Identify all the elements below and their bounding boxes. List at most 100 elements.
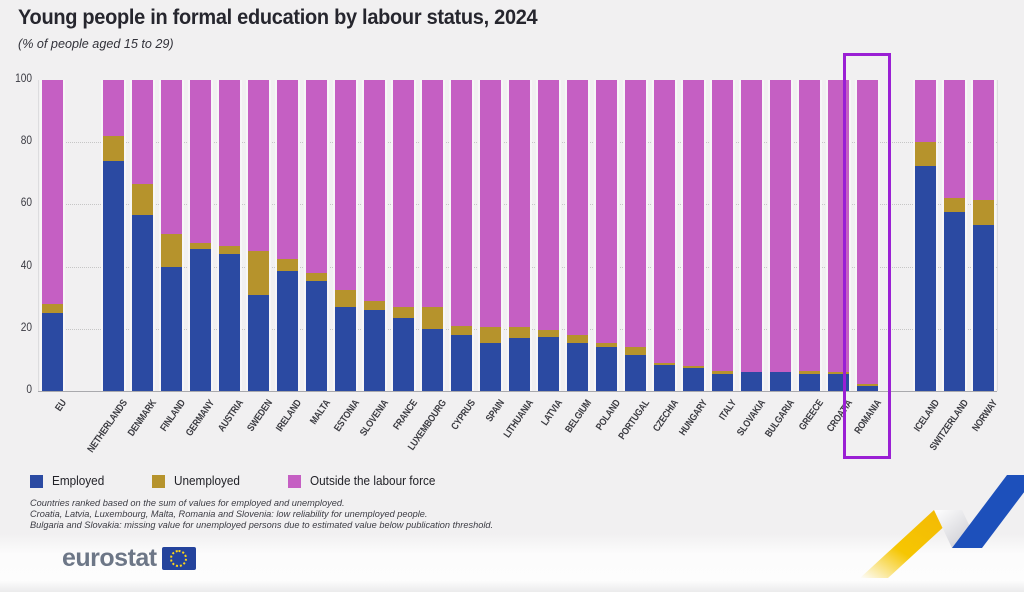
segment-unemployed: [480, 327, 501, 343]
segment-unemployed: [393, 307, 414, 318]
segment-outside: [770, 80, 791, 373]
bar-slovenia: [364, 80, 385, 391]
romania-highlight-box: [843, 53, 891, 459]
segment-outside: [741, 80, 762, 373]
bar-hungary: [683, 80, 704, 391]
segment-unemployed: [625, 347, 646, 356]
y-tick-20: 20: [20, 321, 32, 334]
segment-outside: [712, 80, 733, 371]
bar-france: [393, 80, 414, 391]
segment-employed: [42, 313, 63, 391]
segment-unemployed: [799, 371, 820, 374]
segment-employed: [393, 317, 414, 391]
segment-outside: [219, 80, 240, 247]
segment-unemployed: [538, 330, 559, 337]
bar-malta: [306, 80, 327, 391]
segment-outside: [161, 80, 182, 234]
segment-unemployed: [422, 307, 443, 329]
segment-outside: [364, 80, 385, 301]
segment-unemployed: [335, 289, 356, 308]
y-tick-40: 40: [20, 259, 32, 272]
segment-outside: [248, 80, 269, 252]
plot-right-border: [997, 80, 998, 391]
page-title: Young people in formal education by labo…: [18, 6, 538, 29]
segment-employed: [219, 254, 240, 391]
segment-unemployed: [306, 272, 327, 281]
bar-estonia: [335, 80, 356, 391]
segment-employed: [712, 373, 733, 391]
swoosh-graphic: [860, 475, 1024, 578]
bar-norway: [973, 80, 994, 391]
segment-unemployed: [248, 251, 269, 295]
bar-czechia: [654, 80, 675, 391]
segment-outside: [654, 80, 675, 363]
y-axis-line: [38, 80, 39, 391]
segment-employed: [770, 372, 791, 391]
eurostat-wordmark: eurostat: [62, 544, 157, 572]
legend-swatch-2: [287, 474, 301, 488]
y-tick-60: 60: [20, 197, 32, 210]
bar-finland: [161, 80, 182, 391]
segment-outside: [306, 80, 327, 273]
y-tick-0: 0: [26, 384, 32, 396]
bar-latvia: [538, 80, 559, 391]
segment-unemployed: [219, 246, 240, 255]
segment-employed: [335, 307, 356, 391]
segment-outside: [857, 80, 878, 384]
segment-employed: [480, 342, 501, 391]
segment-employed: [654, 364, 675, 391]
segment-employed: [915, 165, 936, 391]
segment-unemployed: [944, 198, 965, 213]
segment-unemployed: [190, 243, 211, 250]
segment-outside: [567, 80, 588, 336]
segment-outside: [915, 80, 936, 143]
segment-employed: [277, 271, 298, 391]
segment-employed: [103, 160, 124, 391]
segment-outside: [596, 80, 617, 343]
footnote-2: Croatia, Latvia, Luxembourg, Malta, Roma…: [30, 509, 428, 520]
segment-employed: [799, 373, 820, 391]
segment-unemployed: [654, 362, 675, 365]
segment-unemployed: [132, 184, 153, 216]
segment-employed: [364, 310, 385, 391]
segment-employed: [190, 249, 211, 391]
segment-outside: [42, 80, 63, 304]
segment-outside: [509, 80, 530, 328]
bar-denmark: [132, 80, 153, 391]
x-label-eu: EU: [52, 398, 69, 414]
legend-label-1: Unemployed: [173, 474, 240, 488]
segment-outside: [103, 80, 124, 136]
bar-germany: [190, 80, 211, 391]
segment-unemployed: [364, 300, 385, 311]
segment-outside: [625, 80, 646, 348]
bar-ireland: [277, 80, 298, 391]
page-subtitle: (% of people aged 15 to 29): [18, 36, 174, 51]
segment-employed: [683, 367, 704, 391]
segment-employed: [306, 280, 327, 391]
legend-item-employed: Employed: [30, 474, 108, 488]
swoosh-blue-stroke: [952, 475, 1024, 548]
bar-greece: [799, 80, 820, 391]
bar-lithuania: [509, 80, 530, 391]
segment-unemployed: [973, 199, 994, 225]
segment-outside: [799, 80, 820, 372]
segment-employed: [567, 342, 588, 391]
segment-employed: [596, 347, 617, 391]
segment-unemployed: [567, 335, 588, 343]
segment-outside: [451, 80, 472, 326]
footnote-1: Countries ranked based on the sum of val…: [30, 498, 345, 509]
bar-slovakia: [741, 80, 762, 391]
legend-swatch-0: [30, 474, 43, 488]
footnotes: Countries ranked based on the sum of val…: [30, 498, 507, 531]
segment-employed: [422, 328, 443, 391]
x-axis-line: [38, 391, 997, 392]
segment-employed: [973, 224, 994, 391]
segment-outside: [335, 80, 356, 290]
bar-italy: [712, 80, 733, 391]
segment-unemployed: [596, 342, 617, 348]
segment-employed: [944, 212, 965, 391]
swoosh-yellow-stroke: [860, 510, 962, 578]
segment-employed: [538, 336, 559, 391]
bar-sweden: [248, 80, 269, 391]
segment-unemployed: [683, 365, 704, 368]
